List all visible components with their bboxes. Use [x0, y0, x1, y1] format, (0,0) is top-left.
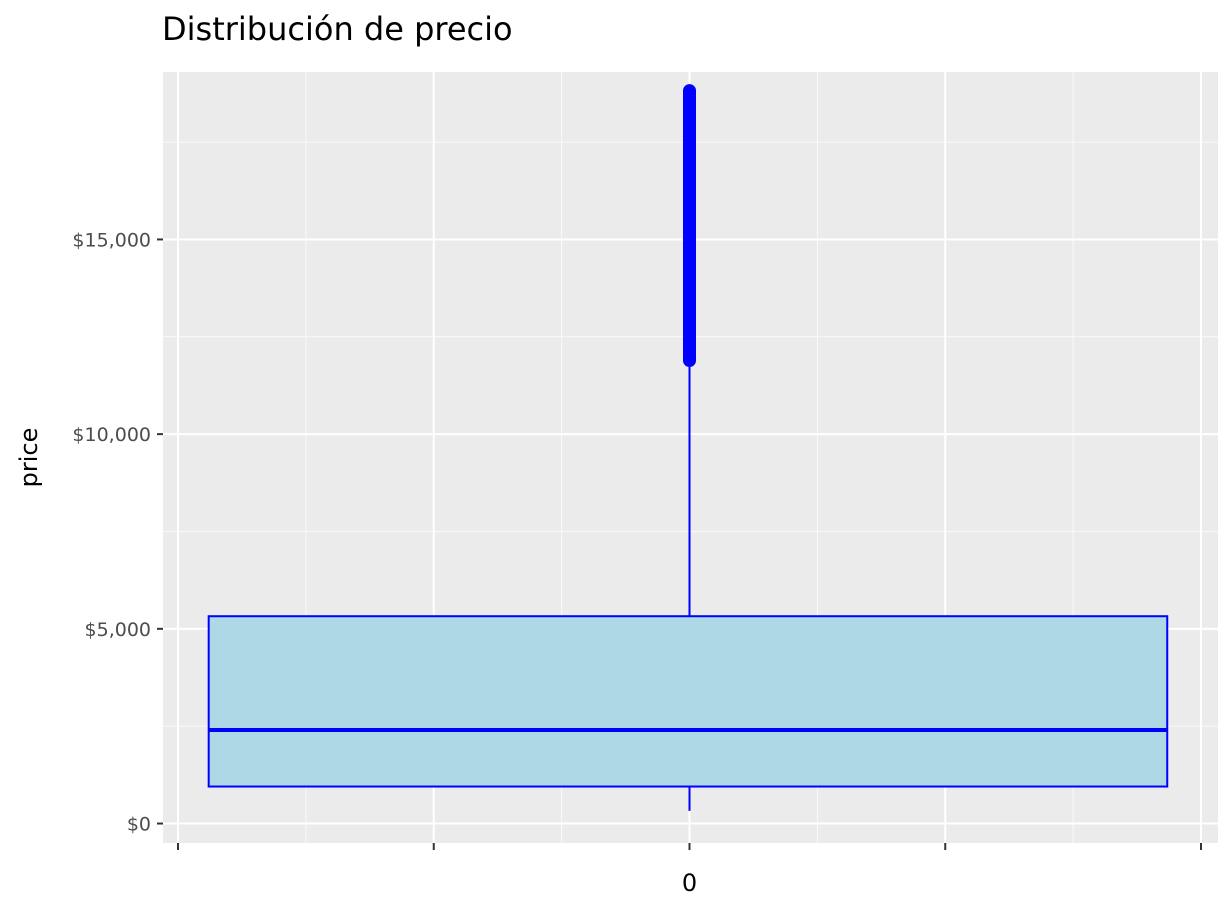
chart-title: Distribución de precio [162, 10, 513, 48]
y-tick-label: $15,000 [72, 229, 151, 251]
x-axis: 0 [177, 843, 1202, 897]
y-tick-label: $0 [127, 814, 151, 836]
y-tick-label: $5,000 [85, 619, 151, 641]
y-axis: $0 $5,000 $10,000 $15,000 [72, 229, 163, 836]
y-tick-label: $10,000 [72, 424, 151, 446]
y-axis-label: price [15, 428, 43, 488]
box-iqr [207, 615, 1169, 788]
x-category-label: 0 [682, 869, 697, 897]
boxplot [207, 84, 1169, 811]
